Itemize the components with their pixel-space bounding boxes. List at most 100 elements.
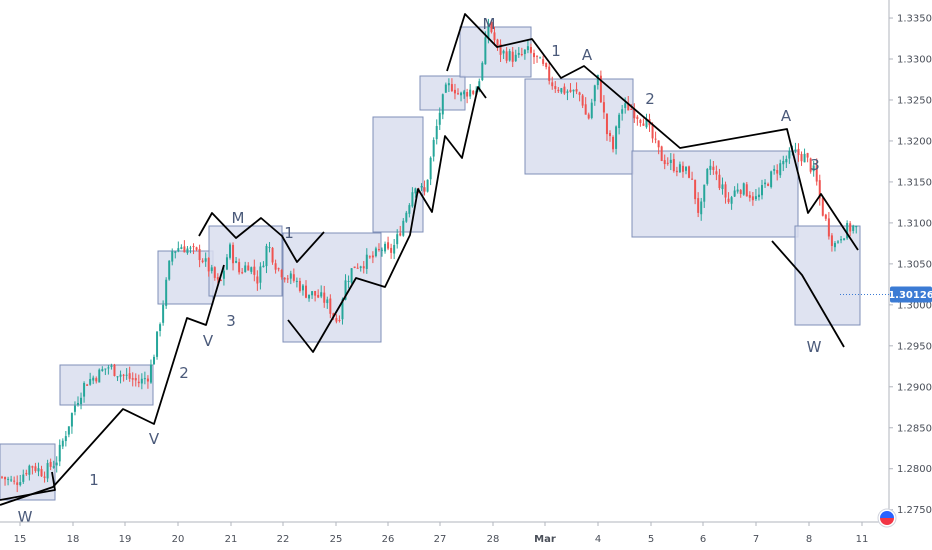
candle-body <box>28 465 31 475</box>
candle-body <box>630 108 633 110</box>
consolidation-box <box>0 443 56 501</box>
candle-body <box>402 220 405 236</box>
candle-body <box>423 187 426 192</box>
candle-body <box>387 242 390 249</box>
candle-body <box>235 260 238 263</box>
x-tick-label: 26 <box>382 534 395 545</box>
candle-body <box>694 179 697 200</box>
candle-body <box>706 169 709 184</box>
candle-body <box>560 88 563 93</box>
candle-body <box>411 192 414 207</box>
candle-body <box>612 136 615 150</box>
candle-body <box>338 320 341 322</box>
candle-body <box>374 248 377 257</box>
wave-label: 3 <box>810 156 820 174</box>
candle-body <box>764 182 767 185</box>
candle-body <box>496 39 499 46</box>
candle-body <box>326 299 329 304</box>
time-axis[interactable]: 15 18 19 20 21 22 25 26 27 28 Mar 4 5 6 7 8 11 <box>14 522 869 545</box>
candle-body <box>654 138 657 140</box>
candle-body <box>767 183 770 186</box>
candle-body <box>347 280 350 283</box>
candle-body <box>229 244 231 258</box>
candle-body <box>569 89 572 92</box>
candle-body <box>730 197 733 204</box>
candle-body <box>89 379 92 385</box>
candle-body <box>739 190 742 194</box>
candle-body <box>83 382 86 397</box>
candle-body <box>809 158 812 172</box>
candle-body <box>754 196 757 200</box>
candle-body <box>426 179 429 192</box>
candle-body <box>320 292 323 297</box>
consolidation-box <box>631 150 799 238</box>
candle-body <box>472 90 475 94</box>
candle-body <box>216 277 219 280</box>
candle-body <box>487 23 490 39</box>
wave-label: 1 <box>284 224 294 242</box>
consolidation-box <box>794 225 861 326</box>
y-tick-label: 1.30500 <box>897 259 932 270</box>
price-axis[interactable]: 1.33500 1.33000 1.32500 1.32000 1.31500 1.310… <box>889 14 932 517</box>
candle-body <box>162 304 165 323</box>
candle-body <box>846 223 849 239</box>
candle-body <box>305 285 307 298</box>
candle-body <box>183 246 186 253</box>
candle-body <box>526 46 529 51</box>
candle-body <box>800 154 803 162</box>
candle-body <box>666 162 669 164</box>
candle-body <box>186 248 189 254</box>
candle-body <box>776 170 779 174</box>
candle-body <box>557 89 560 92</box>
candle-body <box>457 93 459 95</box>
candle-body <box>107 367 110 369</box>
candle-body <box>536 55 539 57</box>
candle-body <box>80 397 83 405</box>
candle-body <box>61 440 64 447</box>
wave-label: W <box>807 338 822 356</box>
candle-body <box>384 243 387 252</box>
candle-body <box>490 21 493 33</box>
tradingview-logo-icon[interactable] <box>877 508 897 528</box>
candle-body <box>432 139 435 157</box>
candle-body <box>517 52 520 55</box>
candle-body <box>566 91 569 93</box>
y-tick-label: 1.27500 <box>897 505 932 516</box>
candle-body <box>584 104 587 115</box>
candle-body <box>244 265 247 273</box>
candle-body <box>460 92 463 96</box>
candle-body <box>250 267 253 272</box>
wave-line <box>287 86 487 353</box>
candle-body <box>232 244 235 264</box>
wave-label: V <box>203 332 214 350</box>
x-tick-label: 27 <box>434 534 447 545</box>
candle-body <box>131 378 134 380</box>
candle-body <box>399 233 402 236</box>
candle-body <box>837 241 839 243</box>
candle-body <box>663 160 666 165</box>
candle-body <box>523 49 526 55</box>
candle-body <box>98 369 101 383</box>
y-tick-label: 1.29000 <box>897 382 932 393</box>
consolidation-box <box>372 116 424 233</box>
candle-body <box>277 268 280 270</box>
candle-body <box>405 212 408 222</box>
y-tick-label: 1.30000 <box>897 300 932 311</box>
candle-body <box>329 298 332 314</box>
candle-body <box>274 263 277 270</box>
candle-body <box>256 276 259 284</box>
candle-body <box>812 165 815 172</box>
candle-body <box>533 53 535 58</box>
x-tick-label: Mar <box>534 534 556 545</box>
candle-body <box>280 269 283 278</box>
candle-body <box>77 402 79 405</box>
candle-body <box>64 436 67 442</box>
candle-body <box>52 466 55 468</box>
consolidation-box <box>208 225 283 297</box>
candle-body <box>551 82 554 87</box>
candle-body <box>615 126 618 149</box>
x-tick-label: 4 <box>595 534 601 545</box>
candle-body <box>149 364 152 383</box>
candle-body <box>745 184 748 197</box>
candle-body <box>447 83 450 86</box>
